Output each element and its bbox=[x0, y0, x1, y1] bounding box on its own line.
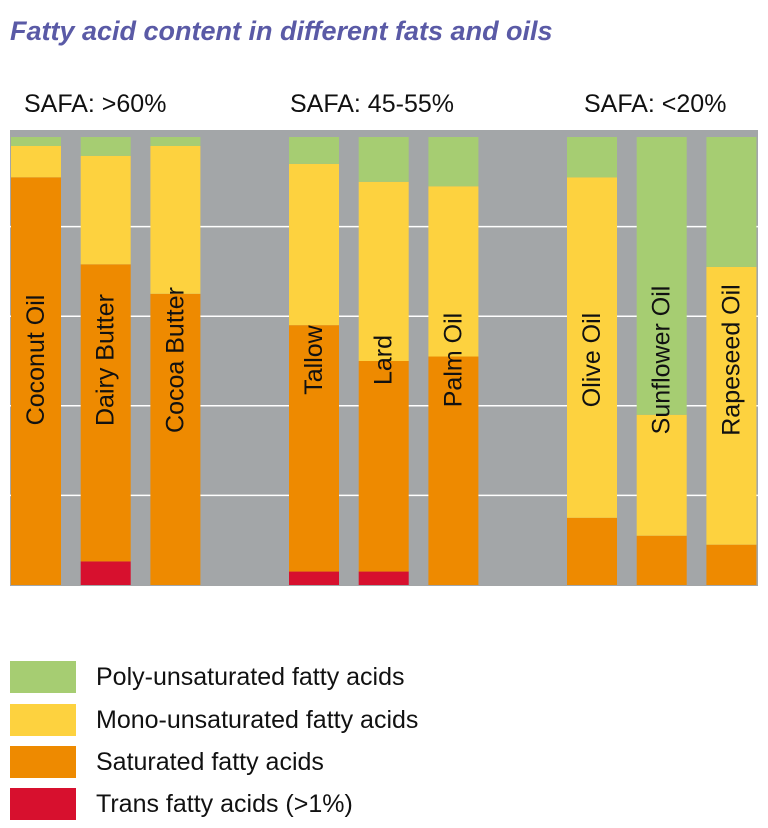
bar-segment-cocoa-butter-sat bbox=[150, 293, 201, 585]
bar-segment-dairy-butter-poly bbox=[80, 137, 131, 156]
group-label-safa-under-20: SAFA: <20% bbox=[584, 90, 727, 118]
legend-swatch-sat bbox=[10, 746, 76, 778]
bar-segment-olive-oil-poly bbox=[567, 137, 617, 178]
group-label-safa-45-55: SAFA: 45-55% bbox=[290, 90, 454, 118]
bar-segment-coconut-oil-poly bbox=[11, 137, 61, 146]
bar-segment-dairy-butter-trans bbox=[80, 561, 131, 585]
bar-segment-sunflower-oil-mono bbox=[636, 414, 687, 536]
bar-segment-rapeseed-oil-mono bbox=[706, 266, 757, 545]
legend-swatch-trans bbox=[10, 788, 76, 820]
bar-segment-sunflower-oil-poly bbox=[636, 137, 687, 415]
bar-segment-olive-oil-sat bbox=[567, 517, 617, 585]
bar-segment-lard-sat bbox=[358, 361, 409, 572]
bar-label-rapeseed-oil: Rapeseed Oil bbox=[717, 284, 745, 435]
bar-segment-lard-mono bbox=[358, 181, 409, 361]
stacked-bar-chart: Coconut Oil Dairy Butter Cocoa Butter Tallo… bbox=[10, 130, 758, 586]
bar-segment-lard-trans bbox=[358, 571, 409, 585]
bar-label-olive-oil: Olive Oil bbox=[578, 313, 606, 407]
legend-label-sat: Saturated fatty acids bbox=[96, 747, 324, 776]
legend-item-poly: Poly-unsaturated fatty acids bbox=[10, 661, 405, 693]
bar-segment-tallow-mono bbox=[289, 163, 339, 326]
bar-segment-coconut-oil-sat bbox=[11, 177, 61, 585]
bar-label-palm-oil: Palm Oil bbox=[439, 313, 467, 407]
legend-item-sat: Saturated fatty acids bbox=[10, 746, 324, 778]
bar-segment-tallow-poly bbox=[289, 137, 339, 164]
legend-swatch-poly bbox=[10, 661, 76, 693]
bar-segment-rapeseed-oil-poly bbox=[706, 137, 757, 267]
bar-segment-dairy-butter-sat bbox=[80, 264, 131, 562]
bar-segment-olive-oil-mono bbox=[567, 177, 617, 518]
legend-label-poly: Poly-unsaturated fatty acids bbox=[96, 662, 405, 691]
bar-label-tallow: Tallow bbox=[300, 324, 328, 394]
bar-segment-coconut-oil-mono bbox=[11, 145, 61, 178]
group-label-safa-over-60: SAFA: >60% bbox=[24, 90, 167, 118]
bar-segment-palm-oil-poly bbox=[428, 137, 479, 187]
bar-label-sunflower-oil: Sunflower Oil bbox=[648, 286, 676, 435]
bar-segment-lard-poly bbox=[358, 137, 409, 182]
bar-segment-tallow-trans bbox=[289, 571, 339, 585]
bar-segment-cocoa-butter-poly bbox=[150, 137, 201, 146]
bar-segment-cocoa-butter-mono bbox=[150, 145, 201, 294]
legend-label-mono: Mono-unsaturated fatty acids bbox=[96, 705, 419, 734]
bar-label-lard: Lard bbox=[370, 335, 398, 385]
bar-segment-sunflower-oil-sat bbox=[636, 535, 687, 585]
legend-label-trans: Trans fatty acids (>1%) bbox=[96, 789, 353, 818]
bar-label-coconut-oil: Coconut Oil bbox=[22, 295, 50, 426]
bar-label-cocoa-butter: Cocoa Butter bbox=[161, 287, 189, 433]
bar-segment-rapeseed-oil-sat bbox=[706, 544, 757, 585]
bar-label-dairy-butter: Dairy Butter bbox=[92, 294, 120, 426]
bar-segment-tallow-sat bbox=[289, 325, 339, 572]
bar-segment-palm-oil-sat bbox=[428, 356, 479, 585]
bar-segment-palm-oil-mono bbox=[428, 186, 479, 357]
legend-item-trans: Trans fatty acids (>1%) bbox=[10, 788, 353, 820]
legend-item-mono: Mono-unsaturated fatty acids bbox=[10, 704, 418, 736]
legend-swatch-mono bbox=[10, 704, 76, 736]
bar-segment-dairy-butter-mono bbox=[80, 155, 131, 265]
chart-title: Fatty acid content in different fats and… bbox=[10, 16, 553, 46]
